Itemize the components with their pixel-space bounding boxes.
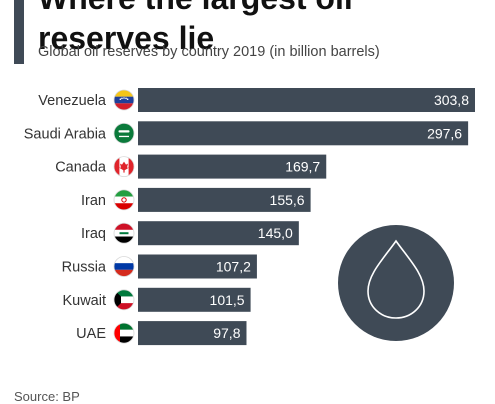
- value-label: 97,8: [213, 325, 240, 341]
- uae-flag-icon: [113, 322, 135, 344]
- bar: [138, 121, 469, 146]
- bar-row: Venezuela 303,8: [38, 88, 475, 112]
- value-label: 155,6: [270, 192, 305, 208]
- canada-flag-icon: [113, 156, 135, 178]
- title-accent-bar: [14, 0, 24, 64]
- category-label: Venezuela: [38, 93, 107, 109]
- category-label: Canada: [55, 160, 107, 176]
- source-note: Source: BP: [14, 389, 80, 404]
- bar: [138, 88, 475, 112]
- iran-flag-icon: [113, 189, 135, 211]
- bar-row: Iran 155,6: [81, 187, 311, 212]
- venezuela-flag-icon: [113, 89, 135, 111]
- saudi-arabia-flag-icon: [113, 122, 135, 144]
- russia-flag-icon: [113, 256, 135, 277]
- drop-circle: [338, 225, 454, 341]
- value-label: 101,5: [210, 292, 245, 308]
- bar: [138, 221, 299, 246]
- chart-subtitle: Global oil reserves by country 2019 (in …: [38, 44, 380, 60]
- bar-row: Russia 107,2: [62, 254, 257, 279]
- bar: [138, 254, 257, 279]
- chart-title-line-2: reserves lie: [38, 20, 215, 56]
- category-label: Iran: [81, 193, 106, 209]
- drop-outline: [367, 239, 425, 319]
- oil-drop-icon: [338, 225, 454, 341]
- value-label: 297,6: [427, 125, 462, 141]
- value-label: 145,0: [258, 225, 293, 241]
- bar: [138, 321, 247, 346]
- bar-row: Iraq 145,0: [81, 221, 299, 246]
- bar: [138, 154, 327, 179]
- category-label: Kuwait: [62, 293, 106, 309]
- value-label: 169,7: [285, 159, 320, 175]
- bar: [138, 187, 311, 212]
- value-label: 303,8: [434, 92, 469, 108]
- kuwait-flag-icon: [113, 289, 135, 311]
- chart-title-line-1: Where the largest oil: [38, 0, 353, 18]
- bar-row: Canada 169,7: [55, 154, 327, 179]
- category-label: UAE: [76, 326, 106, 342]
- iraq-flag-icon: [113, 222, 135, 244]
- bar: [138, 287, 251, 312]
- value-label: 107,2: [216, 259, 251, 275]
- chart-title: Where the largest oil reserves lie: [38, 0, 353, 58]
- bar-row: Saudi Arabia 297,6: [24, 121, 469, 146]
- category-label: Iraq: [81, 226, 106, 242]
- category-label: Russia: [62, 260, 107, 276]
- category-label: Saudi Arabia: [24, 126, 107, 142]
- bar-row: Kuwait 101,5: [62, 287, 251, 312]
- bar-row: UAE 97,8: [76, 321, 247, 346]
